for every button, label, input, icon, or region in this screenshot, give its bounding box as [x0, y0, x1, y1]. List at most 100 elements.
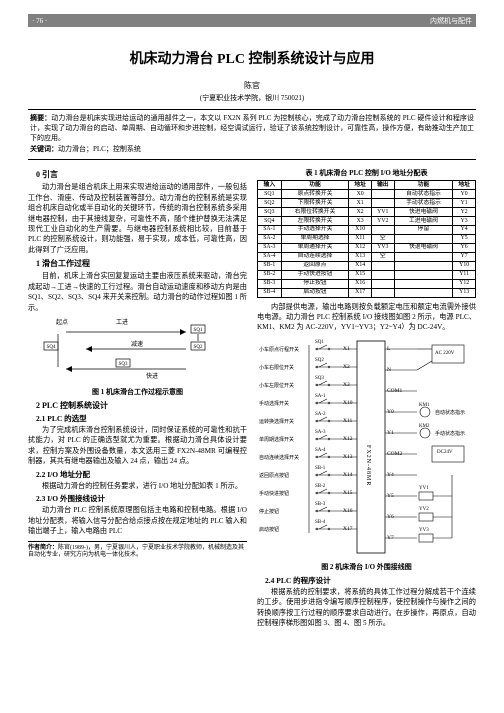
fig2-left-label: 单周期选择开关: [259, 436, 294, 443]
fig2-xpin-label: X13: [343, 454, 352, 460]
table-cell: 单周通择开关: [281, 243, 349, 252]
fig2-left-label: 小车右限位开关: [259, 364, 294, 371]
fig2-left-label: 启动按钮: [259, 526, 279, 533]
fig2-switch-label: SA-2: [315, 412, 326, 417]
fig2-left-label: 运转换选择开关: [259, 418, 294, 425]
figure-1: SQ4 SQ1 SQ2 SQ3 起点 工进 减速 快进: [36, 317, 239, 383]
sec21-p: 为了完成机床滑台控制系统设计，同时保证系统的可靠性和抗干扰能力，对 PLC 的正…: [28, 425, 247, 467]
table-cell: 单周期选择: [281, 234, 349, 243]
table-cell: SQ3: [258, 208, 282, 217]
table-cell: Y10: [453, 261, 476, 270]
table-cell: 启动按钮: [281, 288, 349, 297]
fig2-switch-label: SA-3: [315, 430, 326, 435]
table-cell: Y7: [453, 252, 476, 261]
table-header: 功能: [281, 181, 349, 190]
table-cell: 右限位转换开关: [281, 208, 349, 217]
table-header: 输出: [371, 181, 394, 190]
table-cell: 停止按钮: [281, 279, 349, 288]
table-row: SB-2手动快进按钮X15Y11: [258, 270, 476, 279]
table-cell: X13: [349, 252, 372, 261]
sec23-heading: 2.3 I/O 外围接线设计: [36, 493, 247, 504]
table-cell: 原点转换开关: [281, 190, 349, 199]
table1-caption: 表 1 机床滑台 PLC 控制 I/O 地址分配表: [257, 168, 476, 178]
table-cell: 自动连续选择: [281, 252, 349, 261]
fig2-right-pin: Y0: [387, 409, 394, 415]
table-cell: SA-2: [258, 234, 282, 243]
fig2-xpin-label: X3: [343, 382, 350, 388]
rule-bottom: [28, 159, 476, 160]
article-title: 机床动力滑台 PLC 控制系统设计与应用: [28, 48, 476, 68]
table-cell: Y6: [453, 243, 476, 252]
rcol-p1: 内部提供电源，输出电路则按负载额定电压和额定电流需外接供电电源。动力滑台 PLC…: [257, 302, 476, 333]
table-cell: 工进电磁阀: [394, 217, 453, 226]
fig2-right-pin: Y5: [387, 493, 394, 499]
table-cell: 手动选择开关: [281, 225, 349, 234]
table-cell: X0: [349, 190, 372, 199]
fig2-xpin-label: X14: [343, 472, 352, 478]
fig1-gongjin: 工进: [116, 317, 128, 326]
fig2-right-pin: N: [387, 367, 391, 373]
table-row: SQ2下限转换开关X1手动状态指示Y1: [258, 199, 476, 208]
table-cell: X3: [349, 217, 372, 226]
fig2-switch-label: SQ2: [315, 358, 324, 363]
fig2-right-pin: COM1: [387, 388, 402, 394]
table-header: 地址: [349, 181, 372, 190]
fig1-caption: 图 1 机床滑台工作过程示意图: [28, 387, 247, 397]
table-cell: SB-2: [258, 270, 282, 279]
fig2-right-pin: L: [387, 346, 390, 352]
table-cell: X17: [349, 288, 372, 297]
table-cell: [371, 261, 394, 270]
fig2-xpin-label: X2: [343, 364, 350, 370]
table-cell: 返回原点: [281, 261, 349, 270]
table-cell: Y3: [453, 217, 476, 226]
fig2-left-label: 小车原点行程开关: [259, 346, 299, 353]
table-row: SA-3单周通择开关X12YV3快退电磁阀Y6: [258, 243, 476, 252]
keywords-text: 动力滑台；PLC；控制系统: [58, 145, 141, 153]
abstract-label: 摘要：: [30, 114, 51, 122]
table-cell: 左限转换开关: [281, 217, 349, 226]
plc-label: FX2N-48MR: [365, 445, 371, 486]
table-cell: Y4: [453, 225, 476, 234]
table-cell: 下限转换开关: [281, 199, 349, 208]
fig2-yv-label: YV1: [419, 486, 429, 491]
affiliation: (宁夏职业技术学院，银川 750021): [28, 93, 476, 103]
fig2-km-label: KM1: [419, 403, 430, 408]
table-cell: Y1: [453, 199, 476, 208]
table-header: 输入: [258, 181, 282, 190]
abstract-text: 动力滑台是机床实现进给运动的通用部件之一，本文以 FX2N 系列 PLC 为控制…: [30, 114, 474, 142]
table-cell: Y12: [453, 279, 476, 288]
table-cell: 空: [371, 252, 394, 261]
page-header: · 76 · 内燃机与配件: [28, 14, 476, 27]
content-area: 机床动力滑台 PLC 控制系统设计与应用 陈官 (宁夏职业技术学院，银川 750…: [28, 38, 476, 699]
table-cell: Y13: [453, 288, 476, 297]
table-cell: 自动状态指示: [394, 190, 453, 199]
table-cell: [371, 225, 394, 234]
table-row: SQ1原点转换开关X0自动状态指示Y0: [258, 190, 476, 199]
fig2-switch-label: SB-3: [315, 502, 325, 507]
table-cell: [371, 279, 394, 288]
table-cell: X12: [349, 243, 372, 252]
table-cell: [371, 199, 394, 208]
fig2-xpin-label: X17: [343, 526, 352, 532]
table-cell: SB-3: [258, 279, 282, 288]
fig2-yv-label: YV2: [419, 507, 429, 512]
fig2-right-pin: Y7: [387, 535, 394, 541]
fig2-switch-label: SB-1: [315, 466, 325, 471]
table-cell: X16: [349, 279, 372, 288]
table-cell: 手动状态指示: [394, 199, 453, 208]
sec22-p: 根据动力滑台的控制任务要求，进行 I/O 地址分配如表 1 所示。: [28, 481, 247, 491]
table-cell: X10: [349, 225, 372, 234]
abstract: 摘要：动力滑台是机床实现进给运动的通用部件之一，本文以 FX2N 系列 PLC …: [28, 114, 476, 143]
journal-name: 内燃机与配件: [430, 16, 472, 26]
sec0-p1: 动力滑台是组合机床上用来实现进给运动的通用部件，一般包括工作台、滑座、传动及控制…: [28, 182, 247, 255]
fig2-dc-label: DC24V: [437, 450, 453, 455]
sec1-heading: 1 滑台工作过程: [36, 258, 247, 269]
left-column: 0 引言 动力滑台是组合机床上用来实现进给运动的通用部件，一般包括工作台、滑座、…: [28, 166, 247, 628]
fig2-left-label: 返回原点按钮: [259, 472, 289, 479]
figure-2: 小车原点行程开关SQ1X1小车右限位开关SQ2X2小车左限位开关SQ3X3手动选…: [257, 335, 476, 560]
table-cell: 快进电磁阀: [394, 208, 453, 217]
sec0-heading: 0 引言: [36, 169, 247, 180]
table-header: 地址: [453, 181, 476, 190]
fig2-km-label: KM2: [419, 424, 430, 429]
table-cell: SQ4: [258, 217, 282, 226]
